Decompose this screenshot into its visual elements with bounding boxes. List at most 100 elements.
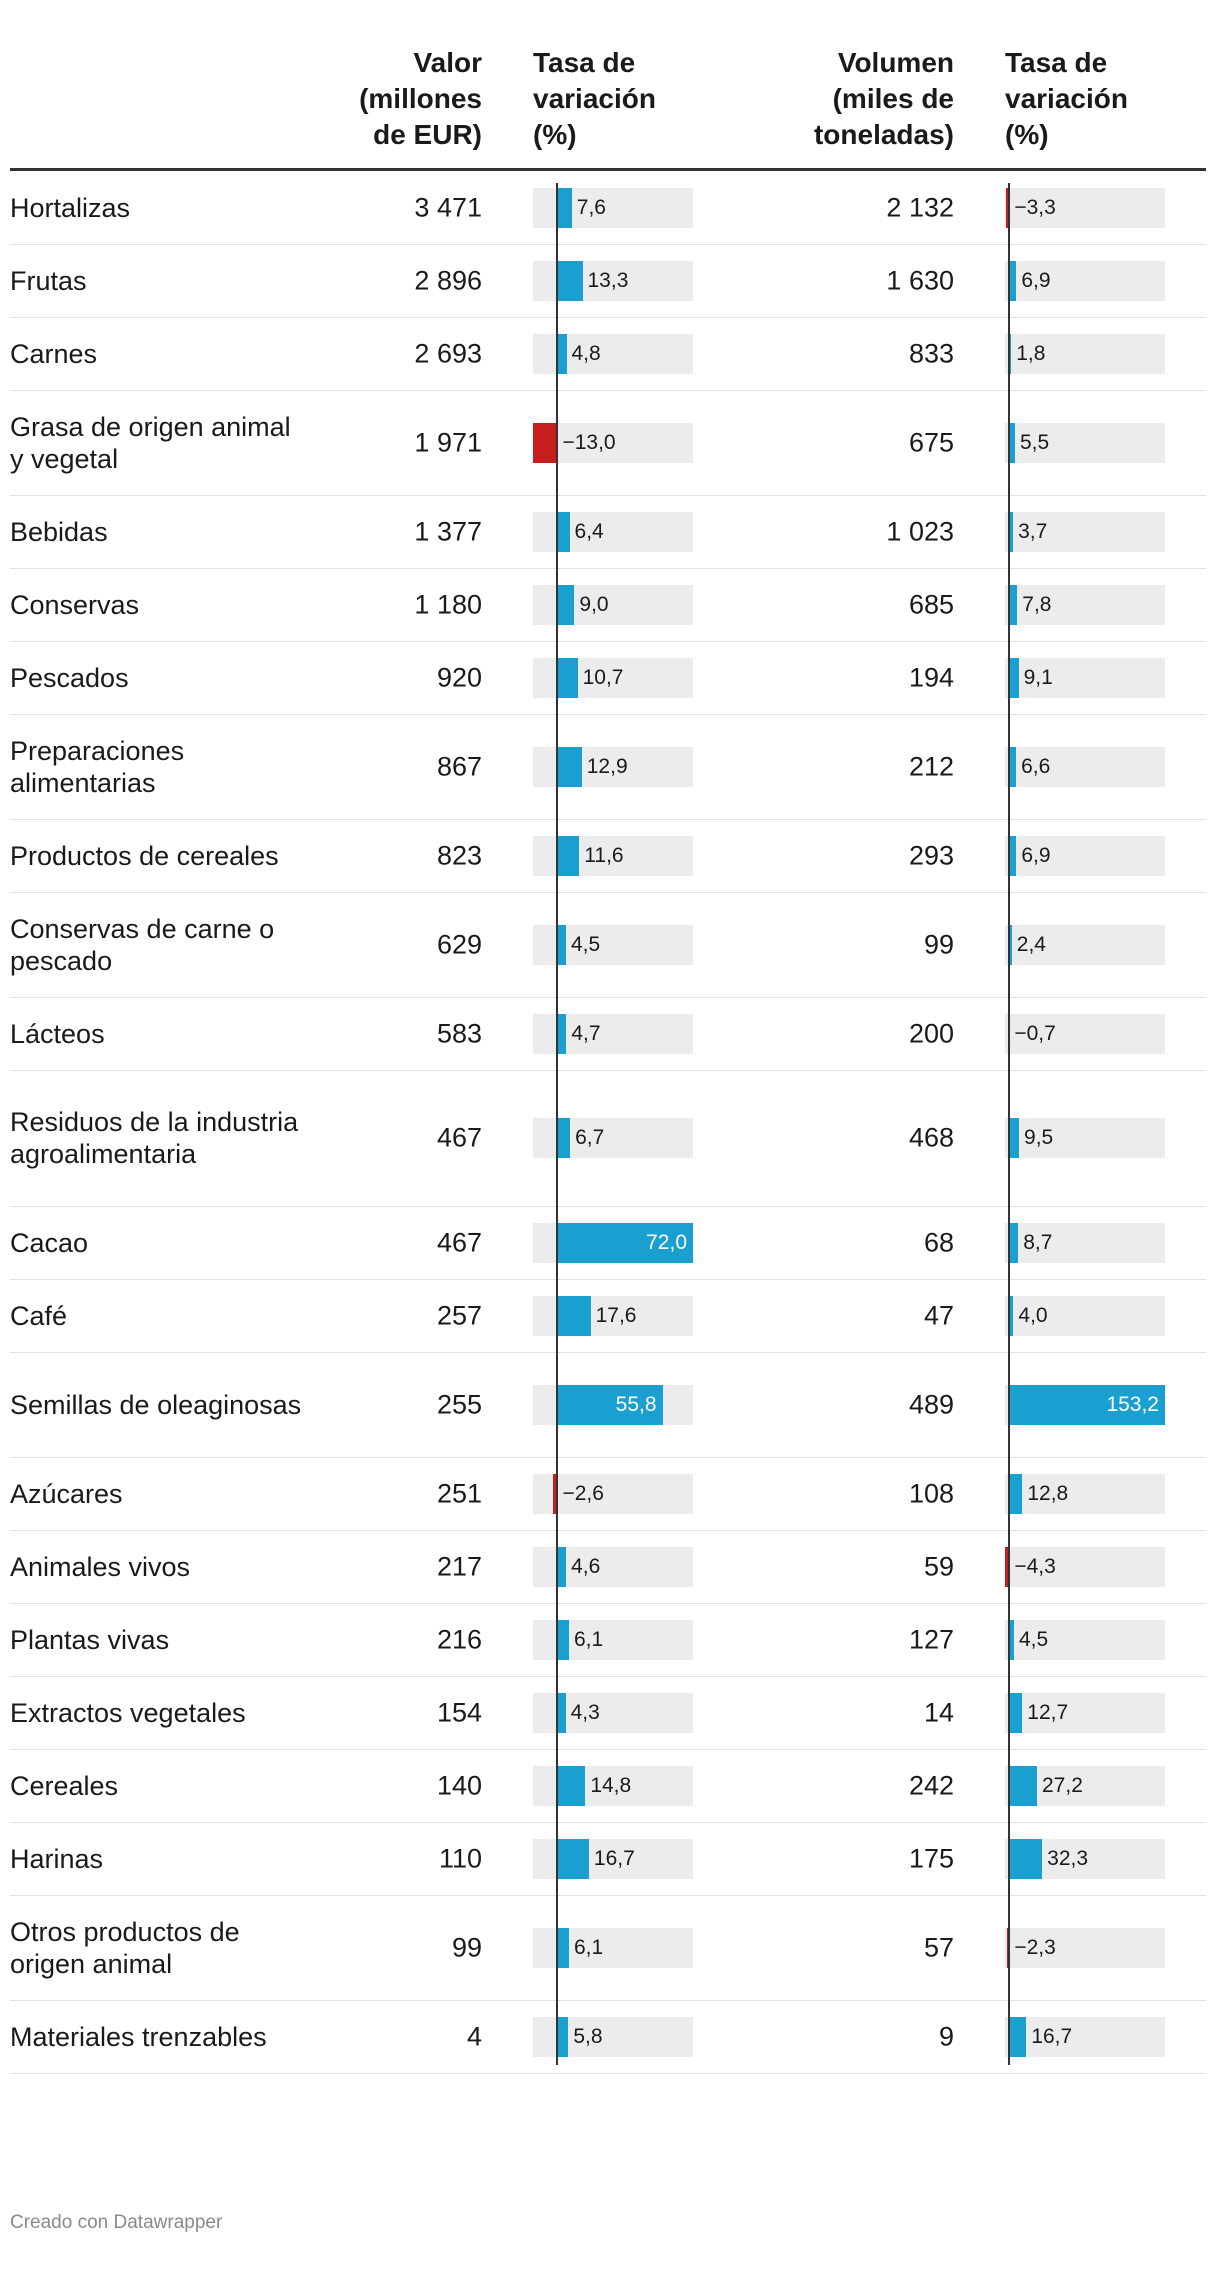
value-change-track: 4,8: [533, 333, 693, 374]
row-category: Productos de cereales: [10, 840, 279, 871]
value-change-bar: [557, 1619, 569, 1660]
header-value-change: Tasa de variación (%): [533, 47, 656, 150]
row-category: Animales vivos: [10, 1551, 191, 1582]
header-value: Valor (millones de EUR): [359, 47, 482, 150]
volume-change-label: −3,3: [1014, 195, 1056, 219]
volume-change-track: −4,3: [1005, 1546, 1165, 1587]
value-change-track: 72,0: [533, 1222, 693, 1263]
footer-credit: Creado con Datawrapper: [10, 2212, 223, 2233]
value-change-track: 55,8: [533, 1384, 693, 1425]
header-volume: Volumen (miles de toneladas): [813, 47, 954, 150]
row-value: 2 896: [414, 265, 482, 295]
volume-change-label: 32,3: [1047, 1846, 1089, 1870]
header-rule: [10, 168, 1206, 171]
volume-change-track: 6,9: [1005, 835, 1165, 876]
volume-change-track: 7,8: [1005, 584, 1165, 625]
row-value: 217: [436, 1551, 482, 1581]
volume-change-label: −4,3: [1014, 1554, 1056, 1578]
value-change-track: −13,0: [533, 422, 693, 463]
volume-change-track: 12,8: [1005, 1473, 1165, 1514]
volume-change-bar: [1009, 657, 1019, 698]
value-change-zero-axis: [556, 183, 559, 2065]
value-change-bar: [557, 746, 582, 787]
value-change-bar: [557, 511, 570, 552]
row-value: 99: [451, 1932, 482, 1962]
volume-change-track: 2,4: [1005, 924, 1165, 965]
row-category: Hortalizas: [10, 192, 131, 223]
row-volume: 2 132: [886, 192, 954, 222]
row-value: 110: [438, 1843, 482, 1873]
volume-change-track: 6,9: [1005, 260, 1165, 301]
volume-change-bar: [1009, 924, 1012, 965]
row-value: 154: [436, 1697, 482, 1727]
volume-change-bar: [1009, 835, 1017, 876]
value-change-track: 6,4: [533, 511, 693, 552]
row-category: Conservas: [10, 589, 140, 620]
value-change-label: 72,0: [646, 1230, 687, 1254]
table-row: Frutas 2 896 1 630 13,3 6,9: [10, 244, 1206, 318]
volume-change-track: 16,7: [1005, 2016, 1165, 2057]
value-change-bar: [557, 260, 583, 301]
volume-change-bar: [1009, 1384, 1165, 1425]
header-volume-change: Tasa de variación (%): [1005, 47, 1128, 150]
volume-change-track: 9,5: [1005, 1118, 1165, 1158]
row-value: 3 471: [414, 192, 482, 222]
volume-change-bar: [1007, 1927, 1010, 1968]
row-category: Conservas de carne o pescado: [10, 913, 275, 976]
value-change-label: 4,3: [570, 1700, 600, 1724]
value-change-bar: [557, 1927, 569, 1968]
row-category: Extractos vegetales: [10, 1697, 246, 1728]
volume-change-track: −0,7: [1005, 1013, 1165, 1054]
row-volume: 175: [908, 1843, 954, 1873]
table-row: Café 257 47 17,6 4,0: [10, 1279, 1206, 1353]
table-row: Preparaciones alimentarias 867 212 12,9 6,6: [10, 714, 1206, 820]
value-change-bar: [557, 1546, 567, 1587]
value-change-track: 10,7: [533, 657, 693, 698]
value-change-bar: [557, 1118, 571, 1158]
row-category: Azúcares: [10, 1478, 123, 1509]
row-value: 216: [436, 1624, 482, 1654]
value-change-label: 4,5: [570, 932, 601, 956]
value-change-bar: [557, 187, 572, 228]
row-value: 140: [436, 1770, 482, 1800]
row-value: 257: [436, 1300, 482, 1330]
value-change-label: 4,6: [571, 1554, 601, 1578]
row-volume: 108: [908, 1478, 954, 1508]
value-change-track: 6,1: [533, 1927, 693, 1968]
value-change-label: 6,7: [575, 1126, 605, 1149]
volume-change-track: 27,2: [1005, 1765, 1165, 1806]
row-value: 1 180: [414, 589, 482, 619]
table-row: Productos de cereales 823 293 11,6 6,9: [10, 819, 1206, 893]
volume-change-label: 8,7: [1023, 1230, 1053, 1254]
row-category: Cereales: [10, 1770, 119, 1801]
table-row: Conservas de carne o pescado 629 99 4,5 2,4: [10, 892, 1206, 998]
value-change-bar: [557, 584, 575, 625]
value-change-bar: [557, 333, 567, 374]
value-change-label: 5,8: [573, 2024, 603, 2048]
row-value: 255: [436, 1389, 482, 1419]
row-volume: 293: [908, 840, 954, 870]
table-row: Materiales trenzables 4 9 5,8 16,7: [10, 2000, 1206, 2074]
row-volume: 489: [908, 1389, 954, 1419]
row-volume: 212: [908, 751, 954, 781]
value-change-label: 7,6: [576, 195, 606, 219]
volume-change-bar: [1009, 584, 1018, 625]
volume-change-bar: [1009, 746, 1017, 787]
value-change-track: 5,8: [533, 2016, 693, 2057]
row-volume: 200: [908, 1018, 954, 1048]
table-row: Animales vivos 217 59 4,6 −4,3: [10, 1530, 1206, 1604]
volume-change-track: 8,7: [1005, 1222, 1165, 1263]
row-value: 583: [436, 1018, 482, 1048]
row-volume: 57: [923, 1932, 954, 1962]
table-row: Cacao 467 68 72,0 8,7: [10, 1206, 1206, 1280]
row-volume: 468: [908, 1122, 954, 1153]
row-value: 2 693: [414, 338, 482, 368]
table-row: Hortalizas 3 471 2 132 7,6 −3,3: [10, 171, 1206, 245]
row-volume: 833: [908, 338, 954, 368]
row-volume: 1 023: [886, 516, 954, 546]
value-change-label: 6,1: [573, 1627, 604, 1651]
value-change-label: 13,3: [587, 268, 629, 292]
row-value: 867: [436, 751, 482, 781]
value-change-track: 14,8: [533, 1765, 693, 1806]
value-change-track: 6,1: [533, 1619, 693, 1660]
